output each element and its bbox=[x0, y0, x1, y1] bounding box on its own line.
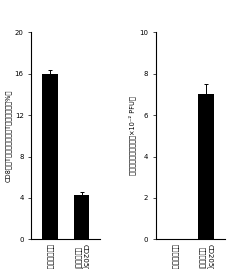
Y-axis label: CD8陽性T細胞中のキラーT細胞の割合（%）: CD8陽性T細胞中のキラーT細胞の割合（%） bbox=[5, 90, 12, 182]
Bar bbox=[42, 74, 58, 239]
Bar bbox=[198, 94, 214, 239]
Y-axis label: 脾臓中のウイルス量（×10⁻² PFU）: 脾臓中のウイルス量（×10⁻² PFU） bbox=[129, 96, 136, 175]
Bar bbox=[74, 195, 90, 239]
